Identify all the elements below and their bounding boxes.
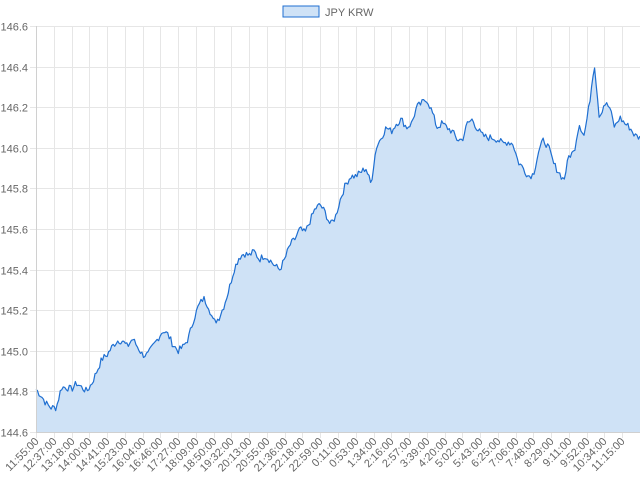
legend[interactable]: JPY KRW — [282, 5, 374, 19]
series-area — [35, 67, 640, 433]
y-tick-label: 145.2 — [0, 306, 28, 318]
y-tick-label: 145.6 — [0, 225, 28, 237]
axes: 144.6 144.8 145.0 145.2 145.4 145.6 145.8 146.0… — [0, 22, 640, 474]
y-tick-label: 146.0 — [0, 144, 28, 156]
y-tick-label: 146.4 — [0, 63, 28, 75]
y-tick-label: 144.6 — [0, 428, 28, 440]
y-tick-label: 145.4 — [0, 266, 28, 278]
series-area-fill — [36, 67, 640, 433]
legend-label[interactable]: JPY KRW — [325, 7, 374, 19]
y-tick-label: 146.6 — [0, 22, 28, 34]
y-tick-label: 146.2 — [0, 103, 28, 115]
y-tick-label: 144.8 — [0, 387, 28, 399]
series-line — [35, 67, 640, 412]
y-tick-label: 145.8 — [0, 184, 28, 196]
legend-swatch[interactable] — [282, 5, 320, 18]
y-tick-label: 145.0 — [0, 347, 28, 359]
